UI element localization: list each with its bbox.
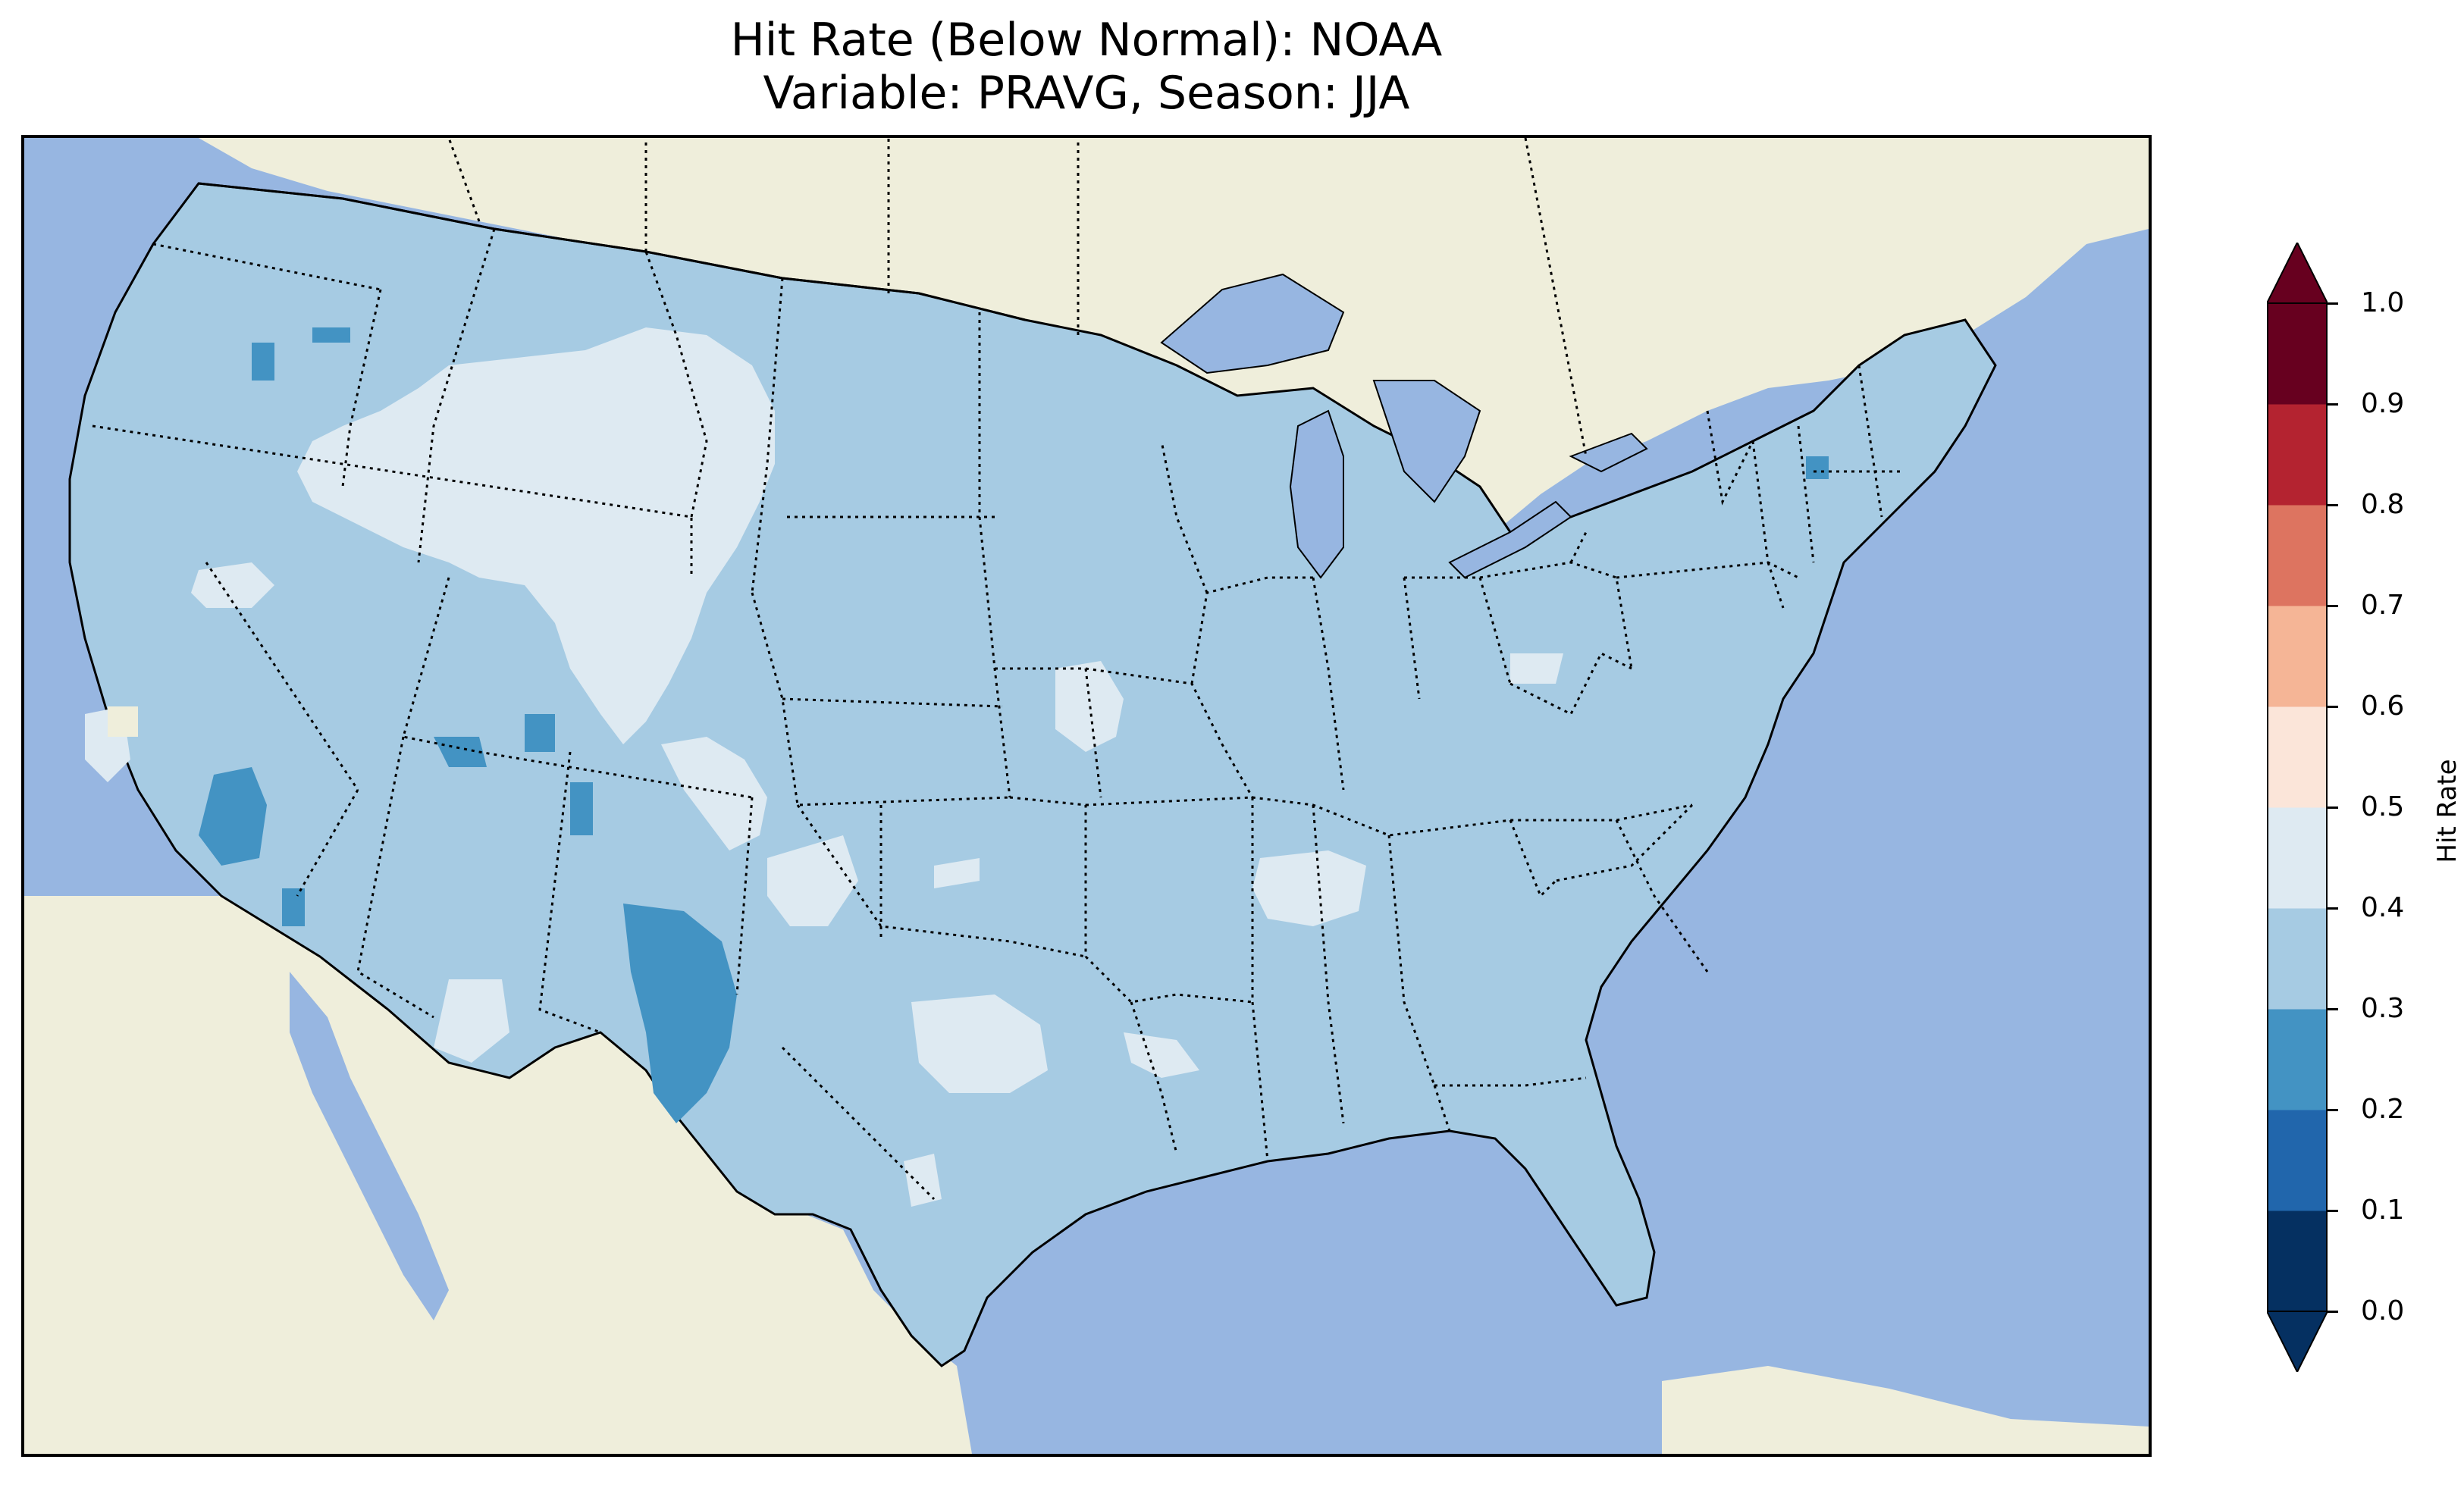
colorbar-tick-mark (2328, 705, 2338, 708)
mexico-land (24, 896, 972, 1454)
colorbar-bin-5 (2267, 706, 2328, 808)
colorbar-bin-9 (2267, 303, 2328, 405)
colorbar-label: Hit Rate (2432, 759, 2462, 863)
map-panel (21, 135, 2152, 1457)
colorbar-tick-label: 1.0 (2361, 287, 2405, 318)
colorbar-tick-label: 0.3 (2361, 993, 2405, 1024)
title-line-2: Variable: PRAVG, Season: JJA (763, 67, 1410, 120)
colorbar-tick-mark (2328, 1007, 2338, 1010)
colorbar-tick-label: 0.0 (2361, 1295, 2405, 1326)
hit-rate-regions-0.2-0.3 (199, 327, 1829, 1123)
colorbar-bin-0 (2267, 1211, 2328, 1312)
colorbar-tick-label: 0.1 (2361, 1195, 2405, 1226)
colorbar-tick-mark (2328, 302, 2338, 305)
great-lakes (1160, 273, 1648, 579)
colorbar-bin-4 (2267, 807, 2328, 909)
colorbar-tick-label: 0.5 (2361, 791, 2405, 822)
colorbar-outline (2267, 302, 2328, 1312)
colorbar-tick-mark (2328, 907, 2338, 910)
gulf-of-california (290, 972, 449, 1320)
cuba-land (1662, 1366, 2149, 1454)
map-canvas (24, 138, 2149, 1454)
colorbar-tick-label: 0.7 (2361, 590, 2405, 621)
colorbar-extend-max (2267, 243, 2328, 304)
colorbar-bin-7 (2267, 505, 2328, 606)
colorbar (2267, 243, 2328, 1372)
colorbar-bin-3 (2267, 908, 2328, 1010)
us-canada-border (198, 182, 1026, 321)
colorbar-tick-mark (2328, 1209, 2338, 1212)
colorbar-tick-mark (2328, 1108, 2338, 1111)
colorbar-bin-8 (2267, 404, 2328, 506)
figure-title: Hit Rate (Below Normal): NOAA Variable: … (21, 14, 2152, 120)
canada-boundaries (447, 138, 1588, 457)
colorbar-tick-mark (2328, 806, 2338, 809)
colorbar-extend-min (2267, 1311, 2328, 1372)
colorbar-tick-label: 0.9 (2361, 388, 2405, 419)
colorbar-bin-2 (2267, 1009, 2328, 1110)
hit-rate-regions-0.4-0.5 (85, 327, 1563, 1207)
colorbar-tick-mark (2328, 1310, 2338, 1313)
colorbar-tick-mark (2328, 503, 2338, 506)
hit-rate-region-0.5-0.6 (108, 706, 138, 737)
colorbar-tick-mark (2328, 402, 2338, 406)
colorbar-tick-mark (2328, 604, 2338, 607)
title-line-1: Hit Rate (Below Normal): NOAA (730, 14, 1443, 67)
colorbar-bin-6 (2267, 606, 2328, 707)
colorbar-tick-label: 0.8 (2361, 489, 2405, 520)
colorbar-bins (2267, 303, 2328, 1312)
colorbar-bin-1 (2267, 1110, 2328, 1211)
colorbar-tick-label: 0.2 (2361, 1094, 2405, 1125)
colorbar-tick-label: 0.4 (2361, 892, 2405, 923)
state-boundaries (92, 228, 1904, 1201)
colorbar-tick-label: 0.6 (2361, 691, 2405, 722)
